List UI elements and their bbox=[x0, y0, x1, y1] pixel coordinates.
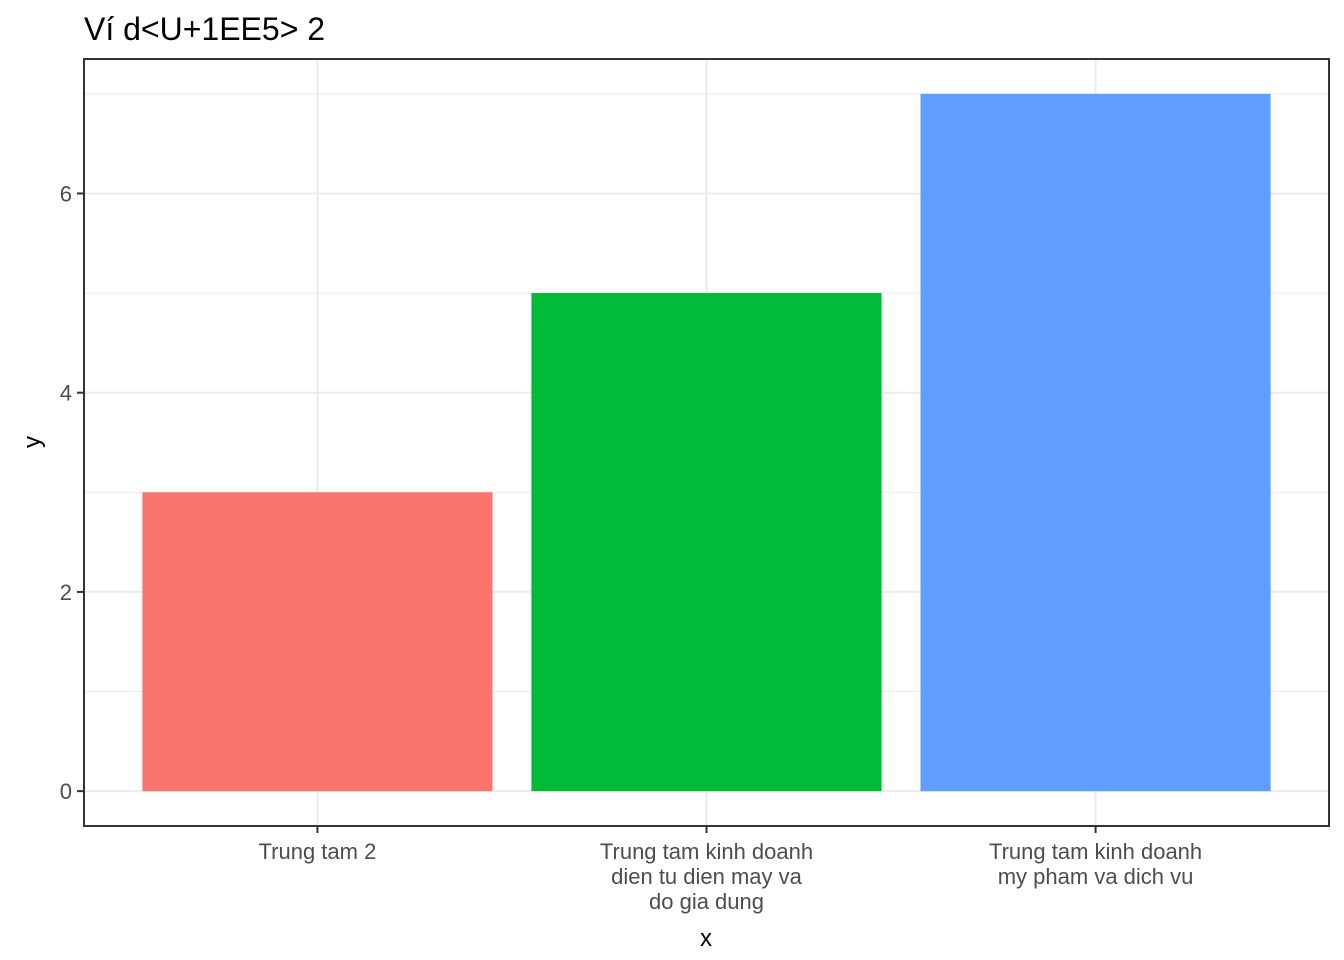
y-tick-label: 0 bbox=[60, 779, 72, 804]
y-axis-title: y bbox=[19, 436, 46, 448]
y-tick-label: 6 bbox=[60, 181, 72, 206]
axes: 0 2 4 6 Trung tam 2 Trung tam kinh doanh dien … bbox=[60, 181, 1202, 914]
x-tick-label: Trung tam 2 bbox=[259, 839, 377, 864]
bar bbox=[920, 93, 1271, 792]
y-tick-label: 4 bbox=[60, 381, 72, 406]
bar bbox=[531, 293, 882, 792]
bars bbox=[142, 93, 1271, 792]
bar bbox=[142, 492, 493, 792]
y-tick-label: 2 bbox=[60, 580, 72, 605]
x-tick-label: Trung tam kinh doanh dien tu dien may va d… bbox=[600, 839, 813, 914]
x-tick-label: Trung tam kinh doanh my pham va dich vu bbox=[989, 839, 1202, 889]
x-axis-title: x bbox=[700, 925, 712, 952]
chart-title: Ví d<U+1EE5> 2 bbox=[84, 11, 325, 47]
